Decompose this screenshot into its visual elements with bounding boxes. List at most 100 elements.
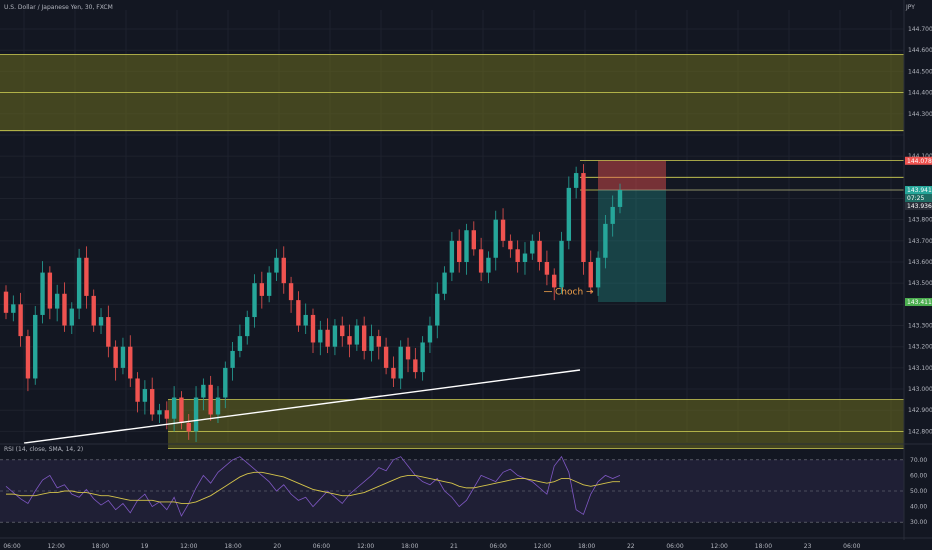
candle-body <box>69 308 74 326</box>
candle-body <box>303 314 308 326</box>
candle-body <box>442 272 447 294</box>
target-badge-bg <box>905 156 932 165</box>
candle-body <box>62 293 67 326</box>
rsi-pane: 70.00 60.00 50.00 40.00 30.00 <box>0 443 932 526</box>
time-tick-label: 21 <box>450 543 458 550</box>
candles <box>3 164 623 442</box>
stop-badge: 143.411 <box>907 299 932 306</box>
candle-body <box>142 389 148 402</box>
candle-body <box>398 346 403 379</box>
candle-body <box>223 367 228 398</box>
countdown-badge: 07:25 <box>907 195 924 202</box>
candle-body <box>332 325 338 347</box>
time-tick-label: 06:00 <box>313 543 330 550</box>
time-tick-label: 22 <box>627 543 635 550</box>
candle-body <box>325 329 330 347</box>
short-position-tool[interactable] <box>598 160 904 303</box>
candle-body <box>128 346 133 379</box>
time-tick-label: 18:00 <box>755 543 772 550</box>
candle-body <box>281 257 286 284</box>
candle-body <box>274 257 279 273</box>
candle-body <box>486 257 491 273</box>
candle-body <box>383 346 389 368</box>
price-tick-label: 144.400 <box>908 90 932 97</box>
time-tick-label: 12:00 <box>180 543 197 550</box>
candle-body <box>11 304 16 313</box>
rsi-label: RSI (14, close, SMA, 14, 2) <box>4 446 84 453</box>
candle-body <box>179 397 184 423</box>
candle-body <box>493 219 498 258</box>
candle-body <box>259 283 265 296</box>
candle-body <box>376 336 381 347</box>
rsi-tick-label: 30.00 <box>910 519 927 526</box>
candle-body <box>464 230 469 262</box>
zone-fill <box>168 399 904 449</box>
candle-body <box>369 336 374 351</box>
price-tick-label: 143.600 <box>908 259 932 266</box>
rsi-tick-label: 40.00 <box>910 504 927 511</box>
currency-label: JPY <box>906 4 915 11</box>
candle-body <box>296 300 301 326</box>
time-tick-label: 06:00 <box>490 543 507 550</box>
candle-body <box>617 190 623 207</box>
candle-body <box>420 342 425 373</box>
time-tick-label: 06:00 <box>3 543 20 550</box>
candle-body <box>508 240 513 250</box>
candle-body <box>573 173 579 188</box>
candle-body <box>288 283 294 301</box>
choch-annotation: Choch → <box>544 288 594 298</box>
time-tick-label: 18:00 <box>92 543 109 550</box>
candle-body <box>435 293 440 326</box>
rsi-line <box>5 455 621 517</box>
candle-body <box>215 397 221 415</box>
candle-body <box>500 219 506 241</box>
bid-badge: 143.936 <box>907 203 932 210</box>
candle-body <box>391 367 396 379</box>
time-tick-label: 06:00 <box>666 543 683 550</box>
time-tick-label: 06:00 <box>843 543 860 550</box>
price-tick-label: 143.000 <box>908 386 932 393</box>
candle-body <box>157 410 162 415</box>
candle-body <box>91 295 96 326</box>
bid-badge-bg <box>905 202 932 210</box>
rsi-tick-label: 70.00 <box>910 457 927 464</box>
price-tick-label: 142.900 <box>908 407 932 414</box>
stop-loss-area <box>598 160 666 190</box>
time-axis[interactable]: 06:00 12:00 18:00 19 12:00 18:00 20 06:00 12:00 1… <box>0 537 932 550</box>
candle-body <box>135 378 140 402</box>
candle-body <box>340 325 345 337</box>
target-badge: 144.078 <box>907 158 932 165</box>
time-tick-label: 18:00 <box>224 543 241 550</box>
candle-body <box>530 240 535 254</box>
candle-body <box>40 272 45 315</box>
candle-body <box>33 314 38 379</box>
candle-body <box>76 257 82 309</box>
time-tick-label: 18:00 <box>578 543 595 550</box>
stop-badge-bg <box>905 298 932 307</box>
candle-body <box>208 384 213 415</box>
candle-body <box>515 249 520 262</box>
candle-body <box>193 397 199 432</box>
time-tick-label: 12:00 <box>357 543 374 550</box>
price-tick-label: 143.200 <box>908 344 932 351</box>
trendline[interactable] <box>23 369 581 444</box>
time-tick-label: 12:00 <box>48 543 65 550</box>
rsi-sma-line <box>6 471 620 504</box>
candle-body <box>544 262 550 275</box>
price-tick-label: 144.100 <box>908 153 932 160</box>
candle-body <box>201 384 206 398</box>
candle-body <box>522 253 528 262</box>
candle-body <box>252 283 257 318</box>
chart-title: U.S. Dollar / Japanese Yen, 30, FXCM <box>4 4 113 11</box>
price-tick-label: 144.600 <box>908 47 932 54</box>
candle-body <box>54 293 60 309</box>
candle-body <box>537 240 542 262</box>
candle-body <box>566 187 572 241</box>
candle-body <box>361 325 367 351</box>
price-tick-label: 142.800 <box>908 428 932 435</box>
price-tick-label: 143.100 <box>908 365 932 372</box>
candle-body <box>427 325 433 343</box>
price-tick-label: 143.700 <box>908 238 932 245</box>
